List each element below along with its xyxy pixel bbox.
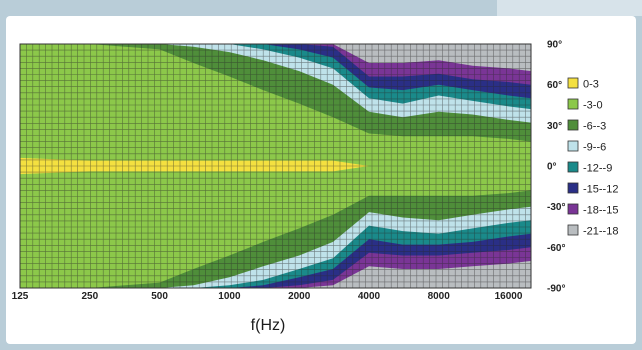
- x-tick-label: 500: [151, 291, 168, 302]
- x-tick-label: 250: [81, 291, 98, 302]
- x-tick-label: 125: [12, 291, 29, 302]
- x-axis-ticks: 125 250 500 1000 2000 4000 8000 16000: [12, 291, 523, 302]
- polar-response-heatmap: 125 250 500 1000 2000 4000 8000 16000 90° 60° 30°…: [12, 40, 619, 335]
- y-tick-label: 30°: [547, 121, 562, 132]
- legend-label: -15--12: [583, 184, 618, 196]
- y-tick-label: 60°: [547, 80, 562, 91]
- corner-tab: [497, 0, 642, 16]
- x-tick-label: 16000: [495, 291, 523, 302]
- legend-swatch: [567, 203, 579, 215]
- legend-swatch: [567, 98, 579, 110]
- legend-swatch: [567, 161, 579, 173]
- y-tick-label: -90°: [547, 284, 565, 295]
- x-tick-label: 2000: [288, 291, 311, 302]
- legend-swatch: [567, 182, 579, 194]
- y-tick-label: 0°: [547, 162, 557, 173]
- legend-label: -6--3: [583, 121, 606, 133]
- x-axis-label: f(Hz): [251, 317, 286, 334]
- legend-swatch: [567, 119, 579, 131]
- legend-label: -18--15: [583, 205, 618, 217]
- chart-card: 125 250 500 1000 2000 4000 8000 16000 90° 60° 30°…: [6, 16, 636, 344]
- legend-swatch: [567, 140, 579, 152]
- legend-label: -3-0: [583, 100, 603, 112]
- legend-label: -12--9: [583, 163, 612, 175]
- legend-swatch: [567, 224, 579, 236]
- legend-label: 0-3: [583, 79, 599, 91]
- y-tick-label: -30°: [547, 202, 565, 213]
- grid-lines: [19, 43, 531, 289]
- y-tick-label: 90°: [547, 40, 562, 51]
- x-tick-label: 1000: [218, 291, 241, 302]
- y-axis-ticks: 90° 60° 30° 0° -30° -60° -90°: [547, 40, 565, 295]
- legend-label: -9--6: [583, 142, 606, 154]
- plot-border: [19, 43, 532, 289]
- legend: 0-3 -3-0 -6--3 -9--6 -12--9 -15--12 -18--15 -21…: [567, 77, 618, 238]
- x-tick-label: 8000: [428, 291, 451, 302]
- legend-label: -21--18: [583, 226, 618, 238]
- legend-swatch: [567, 77, 579, 89]
- y-tick-label: -60°: [547, 243, 565, 254]
- x-tick-label: 4000: [358, 291, 381, 302]
- grid: [19, 43, 532, 289]
